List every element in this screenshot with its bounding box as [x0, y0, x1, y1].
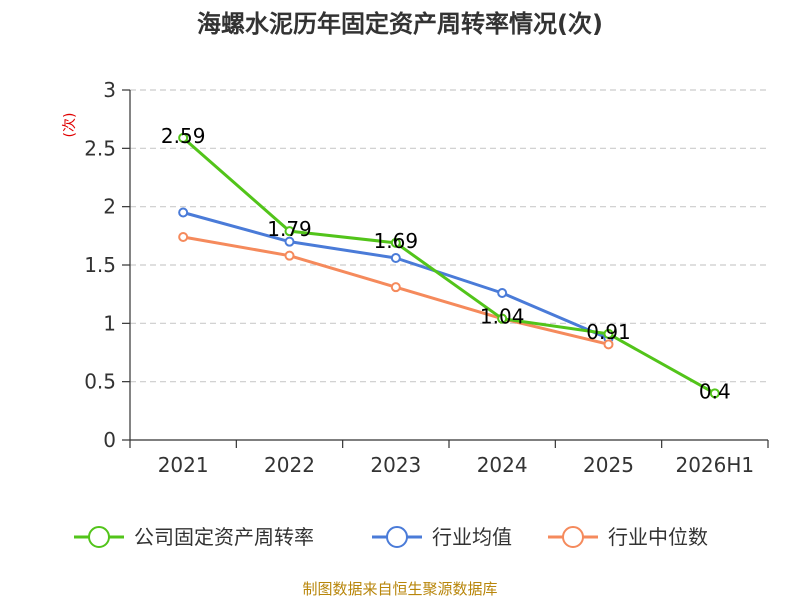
data-point	[390, 237, 401, 248]
legend-marker	[562, 526, 584, 548]
data-point	[284, 250, 295, 261]
data-point	[390, 253, 401, 263]
data-point	[178, 132, 189, 143]
legend-marker	[386, 526, 408, 548]
y-tick-label: 2.5	[84, 136, 116, 160]
x-tick-label: 2022	[264, 453, 315, 477]
data-point	[709, 388, 720, 399]
x-tick-label: 2026H1	[675, 453, 754, 477]
series-lines	[178, 132, 720, 399]
data-label: 1.69	[374, 229, 419, 253]
data-labels: 2.59 1.79 1.69 1.04 0.91 0.4	[161, 124, 731, 404]
y-tick-label: 0	[103, 428, 116, 452]
legend-item[interactable]: 行业均值	[372, 525, 512, 549]
x-tick-label: 2023	[370, 453, 421, 477]
y-tick-label: 0.5	[84, 370, 116, 394]
y-tick-label: 1.5	[84, 253, 116, 277]
data-point	[497, 288, 508, 298]
data-point	[390, 282, 401, 293]
y-tick-label: 2	[103, 195, 116, 219]
legend-label: 公司固定资产周转率	[134, 525, 314, 549]
y-tick-label: 1	[103, 311, 116, 335]
data-point	[603, 339, 614, 350]
data-label: 1.04	[480, 305, 525, 329]
x-tick-label: 2025	[583, 453, 634, 477]
data-point	[497, 313, 508, 324]
series-line	[182, 136, 716, 395]
data-label: 0.91	[586, 320, 631, 344]
series-0	[178, 132, 720, 399]
y-tick-label: 3	[103, 78, 116, 102]
y-axis-unit-label: (次)	[62, 113, 78, 138]
grid-lines	[130, 89, 768, 383]
data-point	[178, 207, 189, 218]
axes: 0 0.5 1 1.5 2 2.5 3 2021 2022 2023 2024 2025 2026H1	[84, 78, 769, 477]
data-label: 0.4	[699, 379, 731, 403]
data-point	[284, 226, 295, 237]
data-label: 2.59	[161, 124, 206, 148]
legend: 公司固定资产周转率 行业均值 行业中位数	[74, 525, 708, 549]
chart-title: 海螺水泥历年固定资产周转率情况(次)	[197, 10, 603, 38]
data-point	[603, 328, 614, 339]
legend-marker	[88, 526, 110, 548]
data-label: 1.79	[267, 217, 312, 241]
x-tick-label: 2024	[477, 453, 528, 477]
legend-label: 行业中位数	[608, 525, 708, 549]
data-point	[178, 232, 189, 242]
x-tick-label: 2021	[158, 453, 209, 477]
legend-label: 行业均值	[432, 525, 512, 549]
legend-item[interactable]: 公司固定资产周转率	[74, 525, 314, 549]
legend-item[interactable]: 行业中位数	[548, 525, 708, 549]
data-point	[284, 236, 295, 247]
source-label: 制图数据来自恒生聚源数据库	[302, 580, 497, 598]
